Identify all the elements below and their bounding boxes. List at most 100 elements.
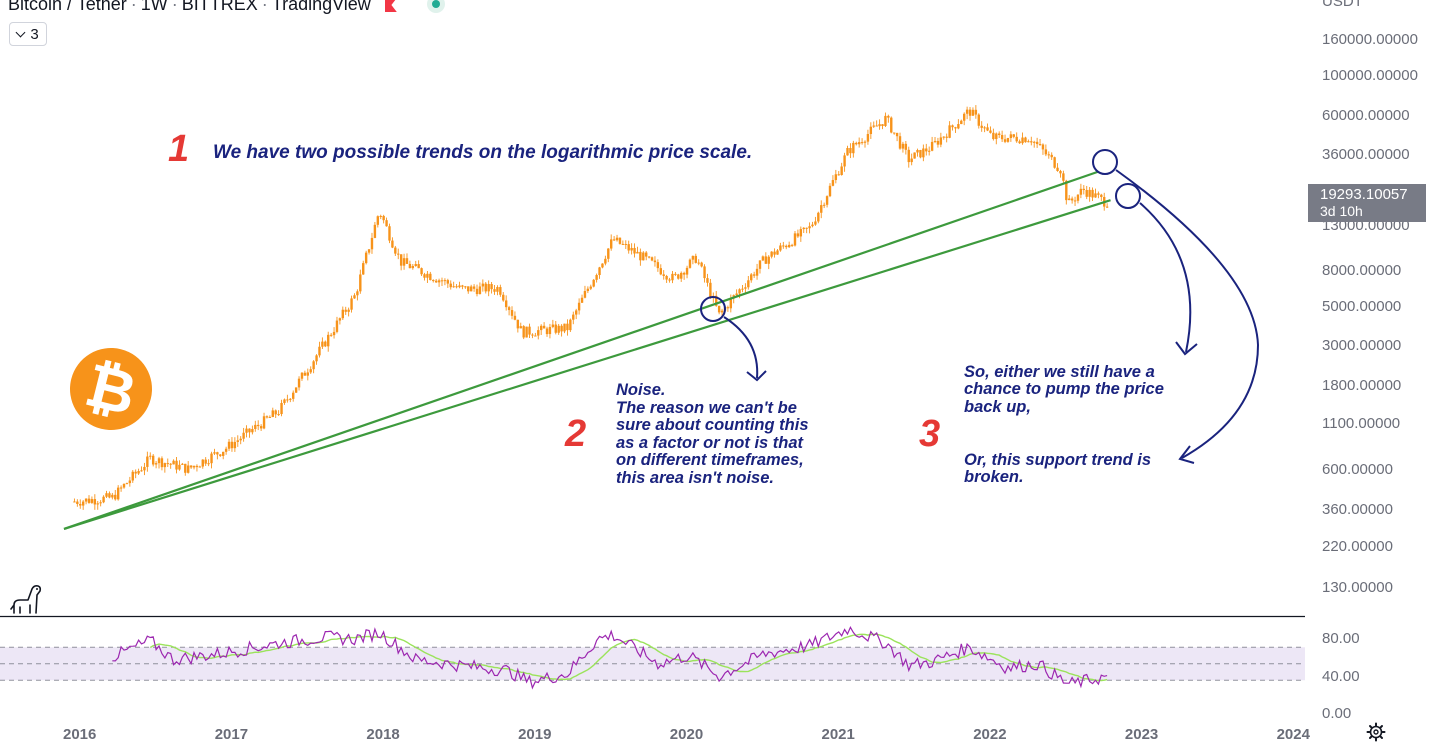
candle-body (875, 125, 878, 127)
candle-body (700, 262, 703, 267)
candle-body (750, 274, 753, 281)
candle-body (297, 378, 301, 388)
candle-body (96, 503, 99, 505)
candle-body (633, 247, 636, 254)
candle-body (504, 300, 508, 308)
note2-line: sure about counting this (616, 416, 809, 435)
candle-body (916, 149, 919, 153)
candle-body (1047, 154, 1050, 156)
candle-body (335, 320, 339, 332)
candle-body (968, 109, 972, 116)
candle-body (472, 286, 476, 289)
candle-body (81, 501, 85, 506)
candle-body (1024, 137, 1027, 143)
candle-body (1094, 193, 1097, 198)
candle-body (116, 487, 120, 500)
candle-body (808, 226, 811, 229)
candle-body (706, 278, 709, 283)
candle-body (665, 275, 668, 280)
candle-body (1030, 141, 1033, 143)
annotation-note-3a: So, either we still have a chance to pum… (964, 363, 1164, 416)
candle-body (974, 109, 978, 115)
candle-body (224, 448, 228, 452)
candle-body (878, 124, 881, 127)
candle-body (927, 150, 931, 152)
candle-body (114, 494, 117, 500)
note2-line: as a factor or not is that (616, 433, 804, 452)
candle-body (221, 451, 225, 456)
candle-body (814, 221, 817, 225)
indicator-collapse-button[interactable]: 3 (9, 22, 47, 46)
candle-body (770, 251, 773, 257)
candle-body (887, 115, 890, 118)
candle-body (402, 258, 406, 266)
candle-body (324, 341, 327, 347)
candle-body (251, 429, 254, 433)
price-axis-currency: USDT (1322, 0, 1363, 10)
curved-arrow (1139, 202, 1192, 353)
candle-body (890, 117, 893, 133)
candle-body (262, 416, 266, 429)
candle-body (376, 216, 380, 225)
candle-body (860, 142, 864, 144)
candle-body (236, 440, 239, 442)
candle-body (1056, 167, 1059, 171)
note3b-line: Or, this support trend is (964, 451, 1152, 469)
candle-body (391, 240, 394, 248)
candle-body (134, 471, 137, 474)
candle-body (773, 251, 776, 255)
candle-body (852, 142, 855, 154)
candle-body (1050, 154, 1053, 158)
candle-body (744, 287, 747, 289)
chart-header: Bitcoin / Tether · 1W · BITTREX · TradingView (8, 0, 445, 15)
candle-body (537, 330, 540, 336)
candle-body (919, 149, 922, 158)
price-axis-label: 5000.00000 (1322, 297, 1402, 315)
arrow-head (746, 370, 767, 382)
candle-body (866, 134, 870, 142)
candle-body (172, 460, 175, 465)
candle-body (108, 493, 111, 498)
rsi-axis-label-0: 0.00 (1322, 705, 1352, 722)
candle-body (560, 325, 563, 332)
candle-body (572, 314, 575, 320)
candle-body (452, 286, 455, 288)
candle-body (936, 140, 940, 145)
candle-body (481, 283, 485, 287)
candle-body (175, 460, 178, 470)
candle-body (642, 252, 645, 261)
annotation-number-3: 3 (919, 413, 941, 455)
tradingview-dino-icon[interactable] (10, 583, 44, 615)
candle-body (356, 291, 359, 296)
candle-body (715, 295, 718, 306)
candle-body (776, 250, 779, 255)
candle-body (548, 326, 552, 335)
symbol-name[interactable]: Bitcoin / Tether (8, 0, 127, 14)
candle-body (79, 503, 82, 506)
price-axis-label: 130.00000 (1322, 579, 1393, 596)
candle-body (292, 392, 295, 399)
interval-label[interactable]: 1W (140, 0, 168, 14)
candle-body (399, 254, 403, 266)
candle-body (294, 387, 298, 393)
candle-body (574, 310, 578, 315)
candle-body (843, 155, 846, 167)
annotation-note-2: Noise. The reason we can't be sure about… (616, 381, 809, 488)
annotation-note-3b: Or, this support trend is broken. (964, 451, 1152, 487)
current-price-tag: 19293.10057 3d 10h (1308, 184, 1426, 222)
candle-body (245, 428, 248, 433)
flag-icon[interactable] (384, 0, 397, 12)
candle-body (1097, 193, 1100, 195)
candle-body (752, 274, 756, 276)
candle-body (496, 287, 499, 292)
candle-body (855, 142, 858, 145)
gear-icon[interactable] (1366, 722, 1386, 742)
candle-body (863, 141, 867, 143)
candle-body (1021, 137, 1024, 144)
candle-body (411, 265, 415, 269)
candle-body (948, 125, 951, 138)
candle-body (157, 458, 161, 464)
candle-body (338, 318, 342, 321)
candle-body (429, 273, 432, 281)
